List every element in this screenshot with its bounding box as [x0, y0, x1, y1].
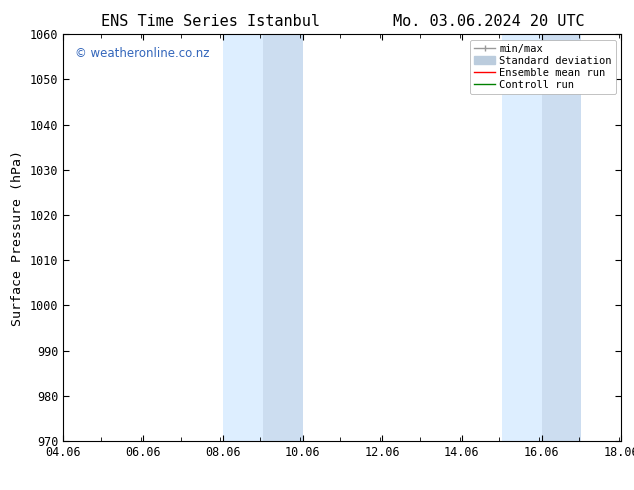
- Text: © weatheronline.co.nz: © weatheronline.co.nz: [75, 47, 209, 59]
- Bar: [223, 34, 262, 441]
- Title: ENS Time Series Istanbul        Mo. 03.06.2024 20 UTC: ENS Time Series Istanbul Mo. 03.06.2024 …: [101, 14, 584, 29]
- Bar: [541, 34, 581, 441]
- Y-axis label: Surface Pressure (hPa): Surface Pressure (hPa): [11, 149, 25, 326]
- Bar: [262, 34, 302, 441]
- Bar: [501, 34, 541, 441]
- Legend: min/max, Standard deviation, Ensemble mean run, Controll run: min/max, Standard deviation, Ensemble me…: [470, 40, 616, 94]
